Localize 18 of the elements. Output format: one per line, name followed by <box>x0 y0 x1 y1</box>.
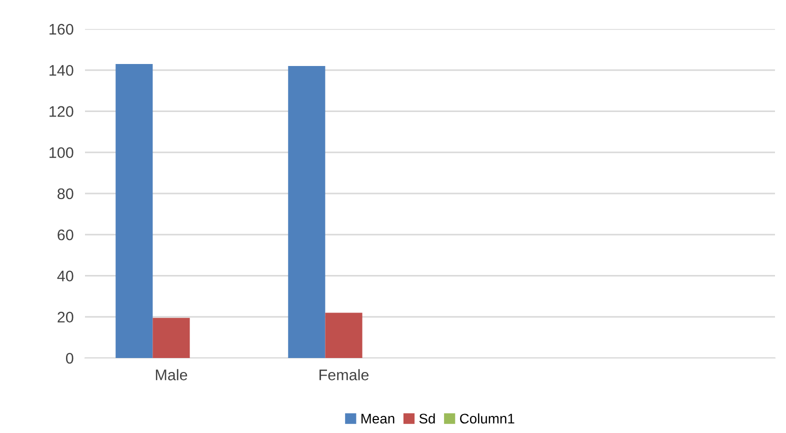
bar <box>116 64 153 358</box>
legend-label: Mean <box>362 414 394 424</box>
y-tick-label: 160 <box>50 24 74 35</box>
y-tick-label: 40 <box>57 270 74 282</box>
y-tick-label: 0 <box>66 352 74 364</box>
legend-label: Sd <box>419 413 435 424</box>
y-tick-label: 80 <box>58 188 74 200</box>
legend-label: Column1 <box>460 413 514 424</box>
y-tick-label: 20 <box>58 312 74 323</box>
bar <box>325 312 362 358</box>
bar <box>152 318 190 358</box>
x-tick-label: Male <box>156 369 188 380</box>
y-tick-label: 140 <box>50 64 74 76</box>
bar <box>288 66 326 358</box>
y-tick-label: 120 <box>50 106 74 117</box>
y-tick-label: 100 <box>50 147 74 158</box>
y-tick-label: 60 <box>58 229 74 240</box>
x-tick-label: Female <box>320 369 369 380</box>
